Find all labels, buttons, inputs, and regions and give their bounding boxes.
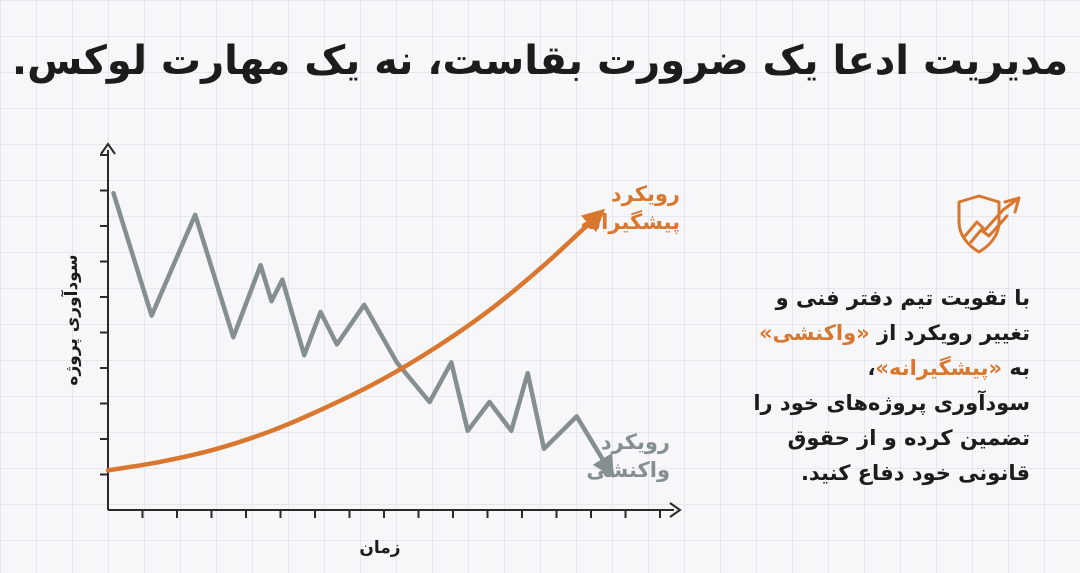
shield-with-rising-arrow-icon (957, 194, 1021, 254)
body-text-line-4: سودآوری پروژه‌های خود را (753, 391, 1030, 415)
series-label-proactive-line2: پیشگیرانه (580, 210, 681, 234)
body-text-line-3: به «پیشگیرانه»، (720, 351, 1030, 386)
series-label-reactive-line1: رویکرد (600, 430, 670, 454)
y-axis-label-text: سودآوری پروژه (62, 254, 82, 386)
series-line-proactive (105, 208, 606, 473)
series-label-proactive: رویکرد پیشگیرانه (570, 180, 681, 236)
highlight-proactive: «پیشگیرانه» (875, 356, 1003, 380)
highlight-reactive: «واکنشی» (758, 321, 870, 345)
body-text-line-1: با تقویت تیم دفتر فنی و (775, 286, 1030, 310)
series-label-reactive: رویکرد واکنشی (560, 428, 670, 484)
x-axis-arrow (669, 502, 682, 518)
body-text: با تقویت تیم دفتر فنی و تغییر رویکرد از … (720, 281, 1030, 491)
body-text-line-2: تغییر رویکرد از «واکنشی» (720, 316, 1030, 351)
y-axis-arrow (100, 142, 116, 155)
series-label-reactive-line2: واکنشی (586, 458, 670, 482)
page-title: مدیریت ادعا یک ضرورت بقاست، نه یک مهارت … (11, 38, 1069, 84)
body-text-line-3-suffix: ، (867, 356, 876, 380)
series-label-proactive-line1: رویکرد (610, 182, 680, 206)
body-text-line-3-prefix: به (1002, 356, 1030, 380)
series-line-reactive (111, 190, 615, 479)
x-axis-label: زمان (359, 538, 401, 558)
body-text-line-6: قانونی خود دفاع کنید. (800, 461, 1030, 485)
body-text-line-2-prefix: تغییر رویکرد از (869, 321, 1030, 345)
body-text-line-5: تضمین کرده و از حقوق (787, 426, 1030, 450)
